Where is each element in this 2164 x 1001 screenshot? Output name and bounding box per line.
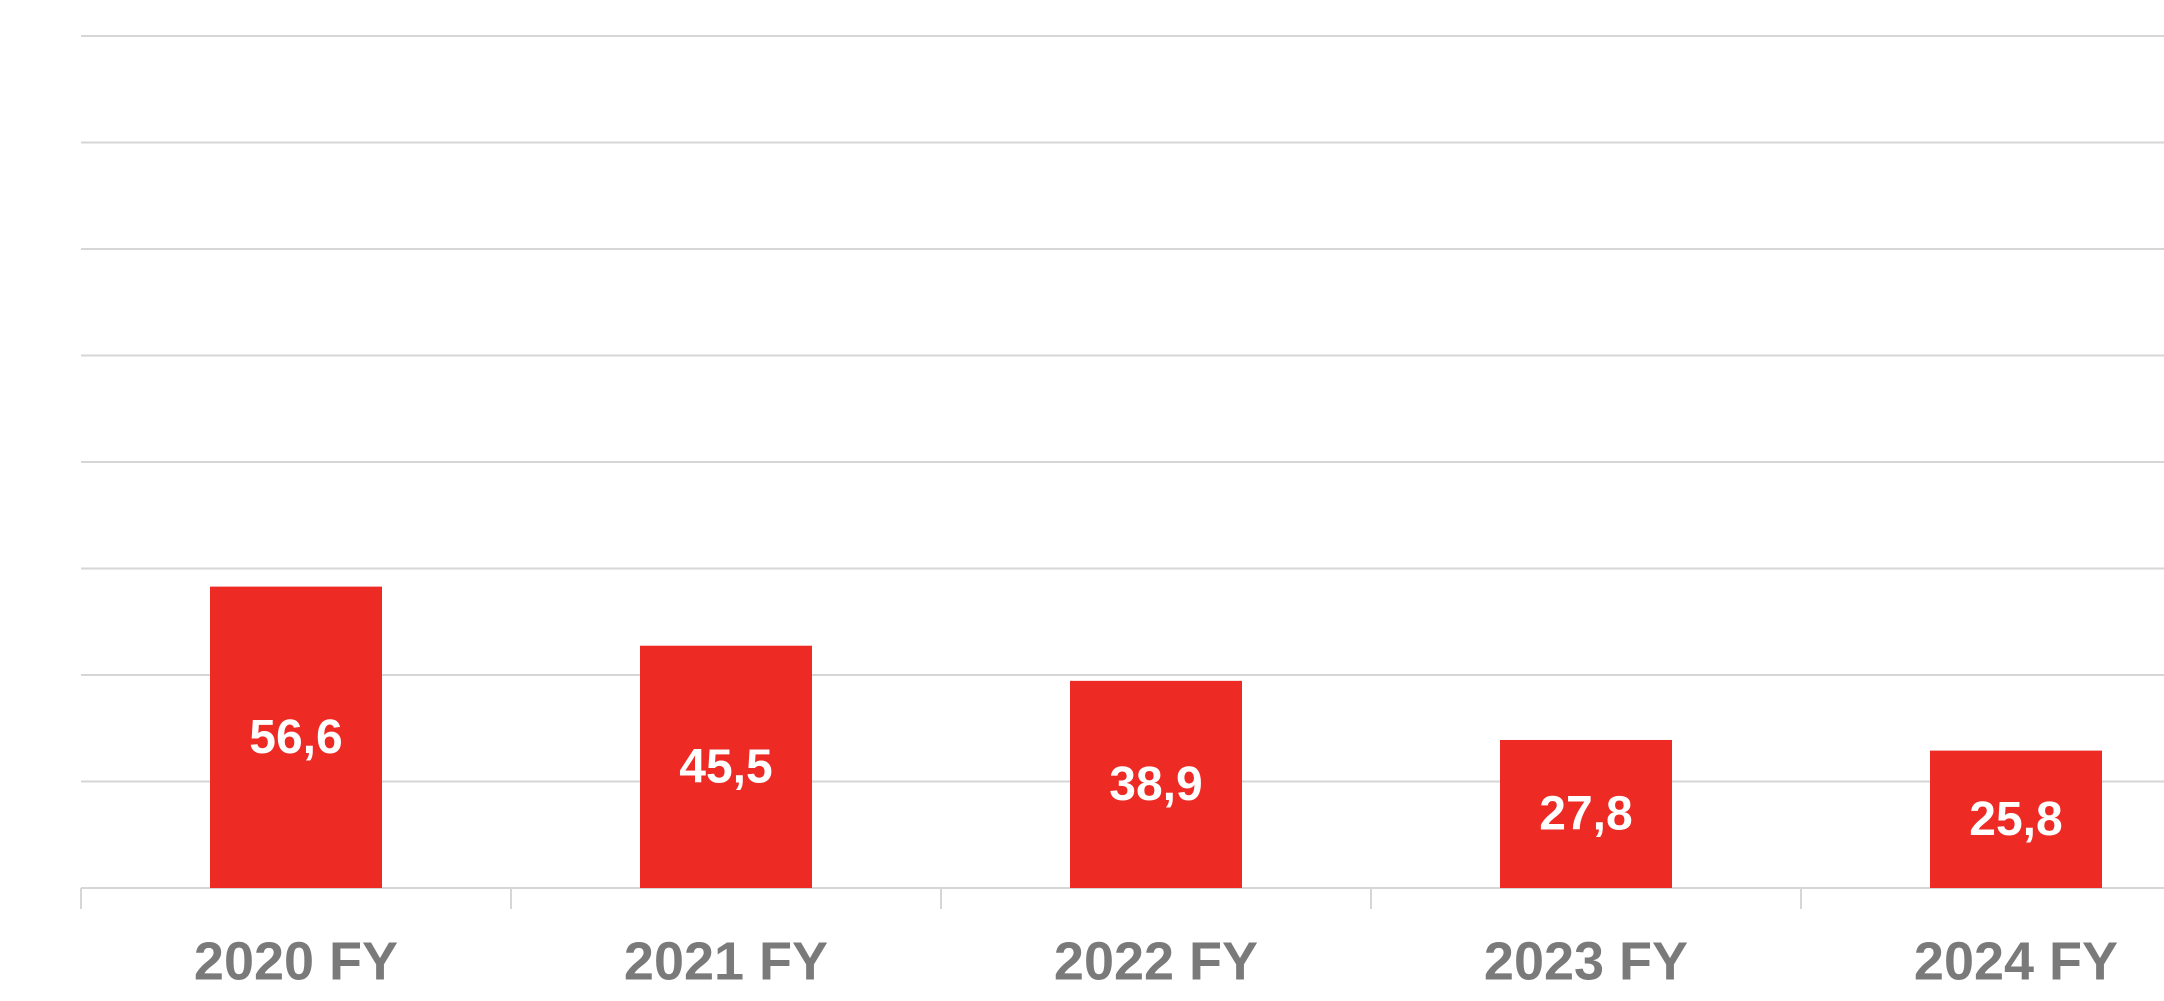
x-tick-label: 2023 FY [1484, 931, 1688, 991]
bar [640, 645, 812, 888]
value-label: 27,8 [1539, 788, 1632, 841]
value-label: 56,6 [249, 711, 342, 764]
bar [210, 586, 382, 888]
x-tick-label: 2021 FY [624, 931, 828, 991]
x-tick-label: 2024 FY [1914, 931, 2118, 991]
bar [1500, 739, 1672, 888]
bar [1930, 750, 2102, 888]
value-label: 38,9 [1109, 758, 1202, 811]
bar [1070, 680, 1242, 888]
x-tick-label: 2022 FY [1054, 931, 1258, 991]
value-label: 25,8 [1969, 793, 2062, 846]
value-label: 45,5 [679, 741, 772, 794]
x-tick-label: 2020 FY [194, 931, 398, 991]
